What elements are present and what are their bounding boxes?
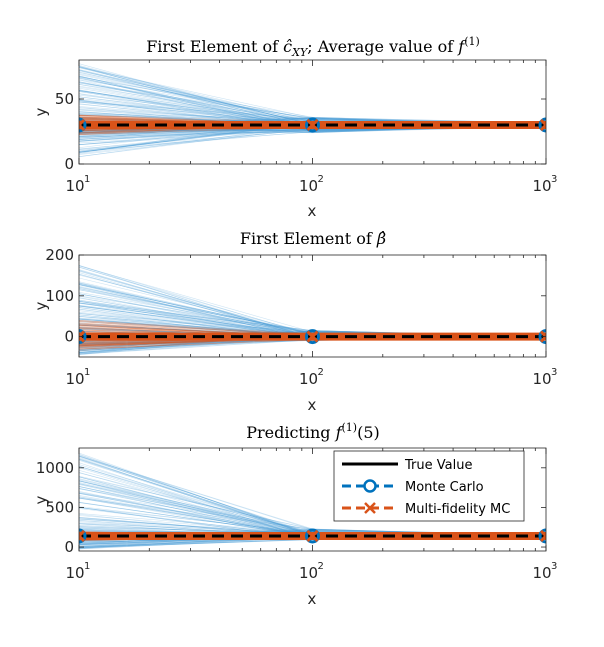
panel-1-traces xyxy=(79,63,546,157)
panel-1-marks xyxy=(79,117,546,133)
panel-3-marks xyxy=(79,528,546,544)
monte-carlo-marker xyxy=(538,329,546,345)
monte-carlo-marker xyxy=(79,329,87,345)
legend-label-monte-carlo: Monte Carlo xyxy=(405,480,484,495)
y-tick-label: 0 xyxy=(64,155,74,173)
x-tick-label: 10 xyxy=(299,564,318,582)
multi-fidelity-marker xyxy=(79,122,86,132)
panel-3-title: Predicting f(1)(5) xyxy=(246,421,380,442)
panel-1-y-ticks: 0 50 xyxy=(55,90,546,173)
y-tick-label: 50 xyxy=(55,90,74,108)
panel-2-plot-area xyxy=(79,265,546,356)
multi-fidelity-marker xyxy=(539,529,546,539)
y-tick-label: 1000 xyxy=(36,459,74,477)
x-tick-label-exponent: 3 xyxy=(551,367,557,378)
multi-fidelity-marker xyxy=(306,529,319,543)
x-tick-label: 10 xyxy=(532,564,551,582)
panel-3-y-ticks: 0 500 1000 xyxy=(36,459,546,556)
panel-2-y-ticks: 0 100 200 xyxy=(45,246,546,346)
panel-1-x-ticks: 10 1 10 2 10 3 xyxy=(65,60,557,195)
x-tick-label: 10 xyxy=(532,177,551,195)
legend-marker-monte-carlo xyxy=(363,479,377,493)
x-tick-label-exponent: 2 xyxy=(318,561,324,572)
monte-carlo-marker xyxy=(305,528,320,544)
y-tick-label: 0 xyxy=(64,328,74,346)
panel-1-title: First Element of ĉXY; Average value of f… xyxy=(146,35,480,59)
multi-fidelity-marker xyxy=(79,118,86,128)
multi-fidelity-marker xyxy=(79,533,86,543)
monte-carlo-marker xyxy=(538,528,546,544)
panel-1-y-label: y xyxy=(32,107,50,116)
legend: True Value Monte Carlo Multi-fidelity MC xyxy=(333,450,525,522)
multi-fidelity-marker xyxy=(306,330,319,343)
panel-3-x-ticks: 10 1 10 2 10 3 xyxy=(65,448,557,582)
multi-fidelity-marker xyxy=(539,334,546,343)
monte-carlo-marker xyxy=(79,528,87,544)
multi-fidelity-marker xyxy=(79,529,86,539)
legend-marker-multi-fidelity xyxy=(364,502,376,514)
panel-3-x-label: x xyxy=(308,590,317,608)
panel-2-x-label: x xyxy=(308,396,317,414)
legend-entry-monte-carlo: Monte Carlo xyxy=(342,479,484,495)
panel-1-plot-area xyxy=(79,63,546,157)
multi-fidelity-marker xyxy=(306,118,319,132)
multi-fidelity-marker xyxy=(539,118,546,128)
x-tick-label-exponent: 3 xyxy=(551,174,557,185)
monte-carlo-marker xyxy=(538,117,546,133)
y-tick-label: 500 xyxy=(45,498,74,516)
monte-carlo-marker xyxy=(79,117,87,133)
panel-3-y-label: y xyxy=(32,495,50,504)
panel-2-y-label: y xyxy=(32,301,50,310)
panel-3-plot-area xyxy=(79,452,546,550)
panel-1-x-label: x xyxy=(308,202,317,220)
x-tick-label-exponent: 1 xyxy=(84,367,90,378)
x-tick-label: 10 xyxy=(65,564,84,582)
multi-fidelity-marker xyxy=(539,533,546,543)
legend-marker-x-b xyxy=(364,502,376,514)
panel-2-x-ticks: 10 1 10 2 10 3 xyxy=(65,255,557,388)
x-tick-label-exponent: 2 xyxy=(318,174,324,185)
y-tick-label: 200 xyxy=(45,246,74,264)
x-tick-label: 10 xyxy=(299,177,318,195)
legend-entry-true-value: True Value xyxy=(342,458,472,473)
x-tick-label: 10 xyxy=(299,370,318,388)
x-tick-label-exponent: 1 xyxy=(84,174,90,185)
legend-entry-multi-fidelity: Multi-fidelity MC xyxy=(342,502,510,517)
y-tick-label: 100 xyxy=(45,287,74,305)
multi-fidelity-marker xyxy=(539,122,546,132)
x-tick-label: 10 xyxy=(65,370,84,388)
panel-1: First Element of ĉXY; Average value of f… xyxy=(32,35,557,220)
y-tick-label: 0 xyxy=(64,538,74,556)
x-tick-label: 10 xyxy=(65,177,84,195)
panel-2-marks xyxy=(79,329,546,345)
multi-fidelity-marker xyxy=(79,334,86,343)
panel-2-title: First Element of β̂ xyxy=(240,229,386,248)
monte-carlo-marker xyxy=(305,329,320,345)
x-tick-label-exponent: 3 xyxy=(551,561,557,572)
legend-label-multi-fidelity: Multi-fidelity MC xyxy=(405,502,510,517)
x-tick-label: 10 xyxy=(532,370,551,388)
monte-carlo-marker xyxy=(305,117,320,133)
legend-label-true-value: True Value xyxy=(404,458,472,473)
x-tick-label-exponent: 2 xyxy=(318,367,324,378)
x-tick-label-exponent: 1 xyxy=(84,561,90,572)
multi-fidelity-marker xyxy=(539,330,546,339)
multi-fidelity-marker xyxy=(79,330,86,339)
